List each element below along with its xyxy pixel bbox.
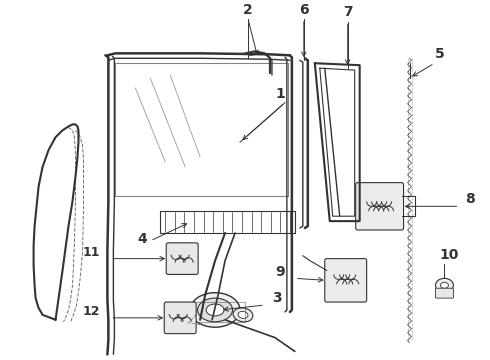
Text: 10: 10 [440, 248, 459, 262]
Ellipse shape [436, 278, 453, 292]
FancyBboxPatch shape [436, 288, 453, 298]
Ellipse shape [190, 293, 240, 327]
Text: 11: 11 [83, 246, 100, 259]
Text: 1: 1 [275, 87, 285, 101]
Text: 2: 2 [243, 3, 253, 17]
Text: 4: 4 [137, 232, 147, 246]
Bar [160, 211, 295, 233]
Ellipse shape [206, 304, 224, 316]
Ellipse shape [441, 282, 448, 288]
Text: 5: 5 [435, 47, 444, 61]
FancyBboxPatch shape [164, 302, 196, 334]
Text: 9: 9 [275, 265, 285, 279]
FancyBboxPatch shape [356, 183, 404, 230]
Text: 12: 12 [83, 305, 100, 318]
Ellipse shape [233, 308, 253, 322]
Bar [185, 302, 245, 322]
Text: 7: 7 [343, 5, 352, 19]
Ellipse shape [197, 298, 233, 322]
FancyBboxPatch shape [325, 258, 367, 302]
FancyBboxPatch shape [166, 243, 198, 274]
Text: 8: 8 [466, 192, 475, 206]
Ellipse shape [238, 311, 248, 318]
Text: 3: 3 [272, 291, 282, 305]
Text: 6: 6 [299, 3, 309, 17]
